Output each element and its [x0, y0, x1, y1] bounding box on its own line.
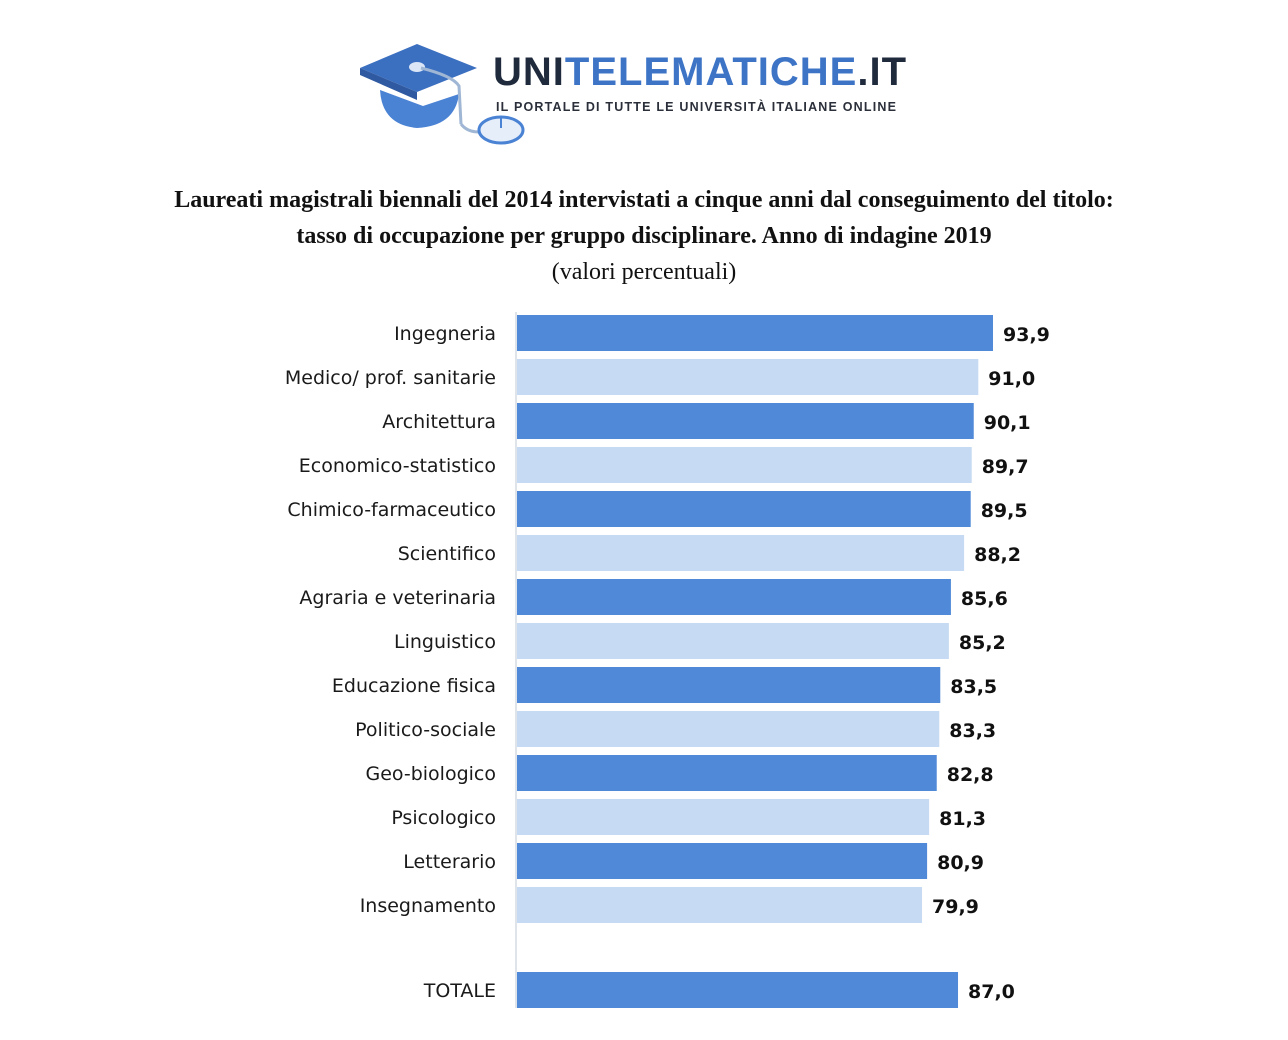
bar-6: [517, 579, 951, 615]
category-label-1: Medico/ prof. sanitarie: [285, 367, 496, 389]
category-label-10: Geo-biologico: [365, 763, 496, 785]
bar-3: [517, 447, 972, 483]
value-label-9: 83,3: [949, 720, 996, 742]
bar-11: [517, 799, 930, 835]
bar-5: [517, 535, 965, 571]
category-label-2: Architettura: [382, 411, 496, 433]
value-label-1: 91,0: [988, 368, 1035, 390]
chart-titles: Laureati magistrali biennali del 2014 in…: [0, 182, 1288, 290]
category-label-6: Agraria e veterinaria: [299, 587, 496, 609]
chart-title-line2: tasso di occupazione per gruppo discipli…: [296, 223, 992, 249]
category-label-4: Chimico-farmaceutico: [287, 499, 496, 521]
category-label-11: Psicologico: [391, 807, 496, 829]
bar-2: [517, 403, 974, 439]
chart-title-line1: Laureati magistrali biennali del 2014 in…: [174, 187, 1114, 213]
value-label-total: 87,0: [968, 981, 1015, 1003]
value-label-3: 89,7: [982, 456, 1029, 478]
brand-tagline: IL PORTALE DI TUTTE LE UNIVERSITÀ ITALIA…: [496, 100, 898, 114]
bar-4: [517, 491, 971, 527]
bar-total: [517, 972, 959, 1008]
value-label-6: 85,6: [961, 588, 1008, 610]
value-label-0: 93,9: [1003, 324, 1050, 346]
brand-part-it: .IT: [857, 50, 908, 94]
category-label-3: Economico-statistico: [299, 455, 496, 477]
category-label-0: Ingegneria: [394, 323, 496, 345]
value-label-5: 88,2: [974, 544, 1021, 566]
category-label-9: Politico-sociale: [355, 719, 496, 741]
site-logo[interactable]: UNITELEMATICHE.IT IL PORTALE DI TUTTE LE…: [355, 40, 955, 150]
bar-9: [517, 711, 940, 747]
bar-chart: Ingegneria 93,9 Medico/ prof. sanitarie 91,…: [285, 312, 1050, 1008]
bar-8: [517, 667, 941, 703]
value-label-13: 79,9: [932, 896, 979, 918]
value-label-11: 81,3: [939, 808, 986, 830]
value-label-4: 89,5: [981, 500, 1028, 522]
graduation-cap-mouse-icon: [360, 44, 525, 145]
bar-1: [517, 359, 979, 395]
chart-subtitle: (valori percentuali): [551, 259, 737, 285]
bar-10: [517, 755, 937, 791]
category-label-5: Scientifico: [398, 543, 496, 565]
category-label-total: TOTALE: [423, 980, 496, 1002]
brand-part-uni: UNI: [493, 50, 565, 94]
brand-name: UNITELEMATICHE.IT: [493, 50, 907, 94]
category-label-7: Linguistico: [394, 631, 496, 653]
value-label-10: 82,8: [947, 764, 994, 786]
value-label-12: 80,9: [937, 852, 984, 874]
bar-0: [517, 315, 993, 351]
brand-part-telematiche: TELEMATICHE: [564, 50, 858, 94]
category-label-13: Insegnamento: [360, 895, 496, 917]
bar-12: [517, 843, 928, 879]
value-label-2: 90,1: [984, 412, 1031, 434]
category-label-12: Letterario: [403, 851, 496, 873]
category-label-8: Educazione fisica: [332, 675, 496, 697]
bar-7: [517, 623, 949, 659]
value-label-7: 85,2: [959, 632, 1006, 654]
bar-13: [517, 887, 923, 923]
value-label-8: 83,5: [950, 676, 997, 698]
